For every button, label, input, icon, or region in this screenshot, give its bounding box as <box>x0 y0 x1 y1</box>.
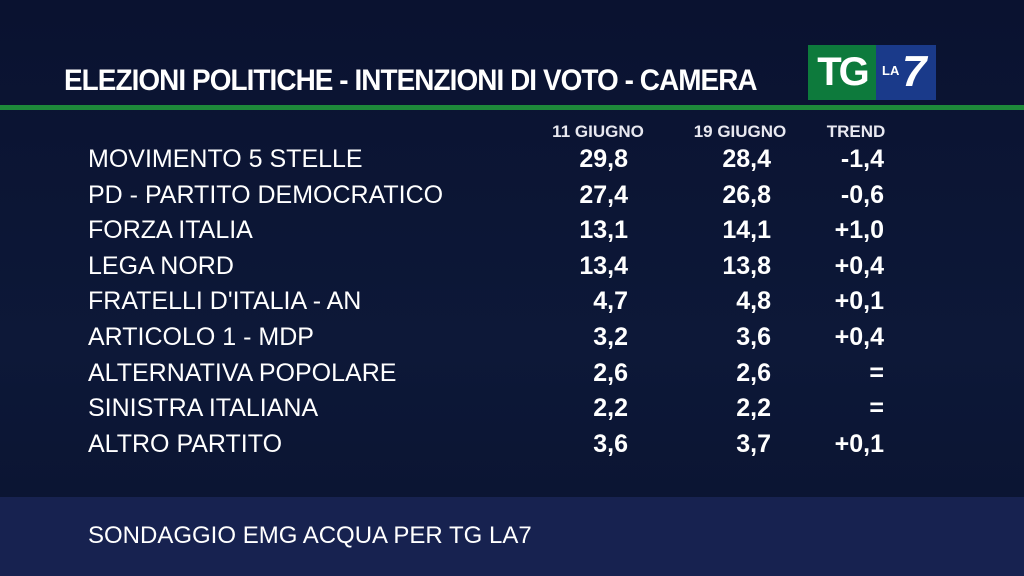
trend-value: = <box>869 394 884 423</box>
poll-value: 3,7 <box>736 429 771 458</box>
trend-value: +0,4 <box>834 251 884 280</box>
poll-value: 28,4 <box>722 145 771 173</box>
poll-value: 2,2 <box>736 394 771 423</box>
poll-value: 3,6 <box>736 323 771 351</box>
column-header: 19 GIUGNO <box>693 122 787 141</box>
poll-value: 3,6 <box>593 429 628 458</box>
footer-text: SONDAGGIO EMG ACQUA PER TG LA7 <box>88 522 532 549</box>
logo-la7: LA 7 <box>876 45 936 100</box>
poll-value: 4,7 <box>593 287 628 316</box>
trend-value: +0,1 <box>834 287 884 316</box>
title: ELEZIONI POLITICHE - INTENZIONI DI VOTO … <box>64 64 758 97</box>
trend-value: +0,1 <box>834 429 884 458</box>
poll-value: 14,1 <box>722 216 771 245</box>
party-name: FORZA ITALIA <box>88 216 253 245</box>
party-name: MOVIMENTO 5 STELLE <box>88 145 363 173</box>
poll-value: 26,8 <box>722 180 771 209</box>
poll-value: 3,2 <box>593 323 628 351</box>
poll-value: 4,8 <box>736 287 771 316</box>
party-name: FRATELLI D'ITALIA - AN <box>88 287 362 316</box>
trend-value: -0,6 <box>840 180 884 209</box>
divider <box>0 105 1024 110</box>
poll-value: 27,4 <box>579 180 628 209</box>
poll-value: 2,2 <box>593 394 628 423</box>
party-name: ALTRO PARTITO <box>88 429 283 458</box>
poll-value: 13,1 <box>579 216 628 245</box>
footer-band <box>0 497 1024 576</box>
logo-la: LA <box>882 63 900 78</box>
poll-value: 13,8 <box>722 251 771 280</box>
poll-value: 13,4 <box>579 251 628 280</box>
poll-value: 29,8 <box>579 145 628 173</box>
logo-seven: 7 <box>902 47 927 96</box>
party-name: ALTERNATIVA POPOLARE <box>88 358 397 387</box>
logo-tg: TG <box>808 45 876 100</box>
party-name: PD - PARTITO DEMOCRATICO <box>88 180 444 209</box>
trend-value: +0,4 <box>834 323 884 351</box>
trend-value: -1,4 <box>840 145 884 173</box>
poll-value: 2,6 <box>593 358 628 387</box>
trend-value: +1,0 <box>834 216 884 245</box>
column-header: TREND <box>826 122 886 141</box>
party-name: SINISTRA ITALIANA <box>88 394 319 423</box>
trend-value: = <box>869 358 884 387</box>
party-name: LEGA NORD <box>88 251 234 280</box>
column-header: 11 GIUGNO <box>552 122 644 141</box>
party-name: ARTICOLO 1 - MDP <box>88 323 314 351</box>
poll-value: 2,6 <box>736 358 771 387</box>
